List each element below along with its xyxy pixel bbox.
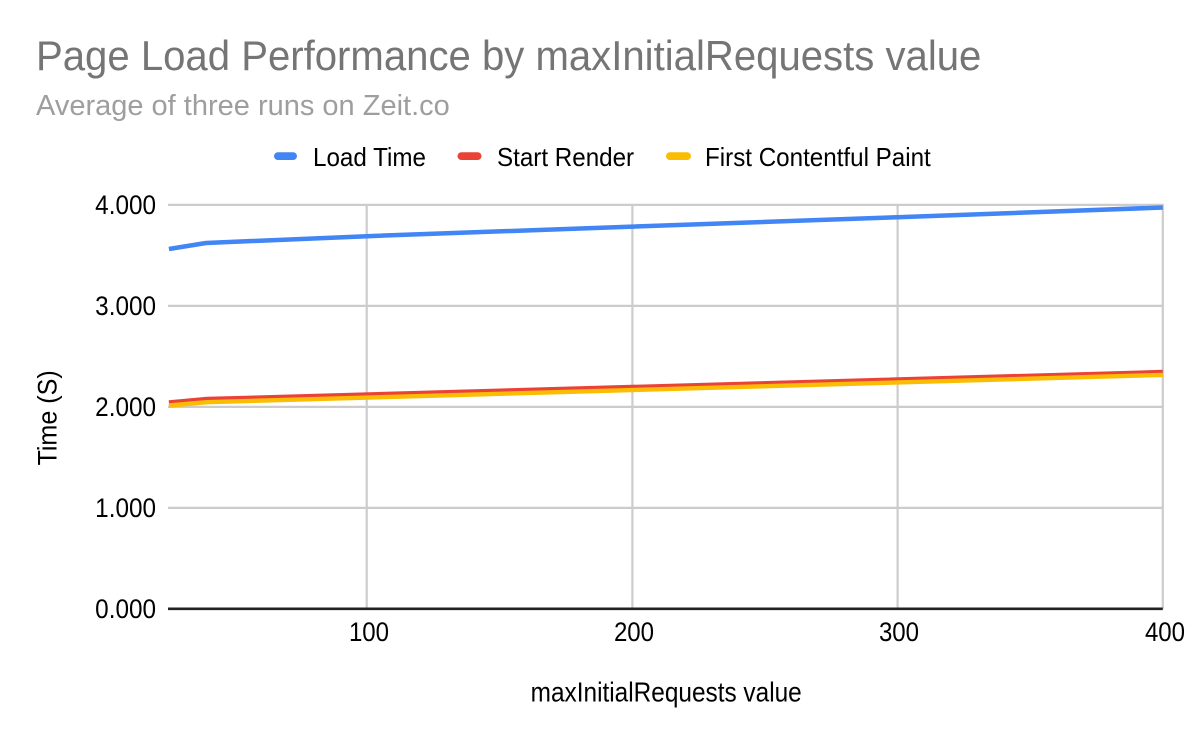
svg-text:Time (S): Time (S): [32, 370, 63, 465]
svg-text:maxInitialRequests value: maxInitialRequests value: [531, 676, 802, 708]
